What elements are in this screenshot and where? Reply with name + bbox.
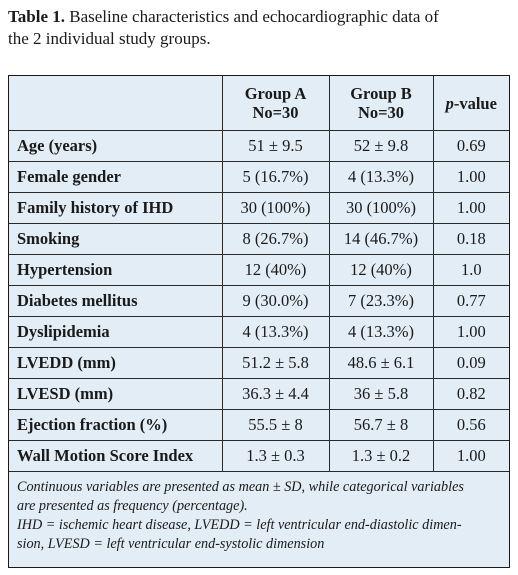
table-footnote-cell: Continuous variables are presented as me…: [9, 471, 509, 554]
table-row: Hypertension 12 (40%) 12 (40%) 1.0: [9, 254, 509, 286]
header-empty-cell: [9, 76, 223, 131]
group-b-value-cell: 36 ± 5.8: [328, 378, 434, 410]
row-label-cell: Diabetes mellitus: [9, 285, 223, 317]
group-b-value-cell: 14 (46.7%): [328, 223, 434, 255]
p-value-cell: 0.56: [432, 409, 509, 441]
data-table-container: Group A No=30 Group B No=30 p-value Age …: [8, 75, 510, 568]
table-row: Smoking 8 (26.7%) 14 (46.7%) 0.18: [9, 223, 509, 255]
group-b-value-cell: 56.7 ± 8: [328, 409, 434, 441]
group-a-value-cell: 51 ± 9.5: [221, 130, 330, 162]
group-a-value-cell: 5 (16.7%): [221, 161, 330, 193]
table-row: LVESD (mm) 36.3 ± 4.4 36 ± 5.8 0.82: [9, 378, 509, 410]
table-footnote: Continuous variables are presented as me…: [9, 472, 509, 554]
row-label-cell: Wall Motion Score Index: [9, 440, 223, 472]
group-a-value-cell: 4 (13.3%): [221, 316, 330, 348]
group-b-value-cell: 12 (40%): [328, 254, 434, 286]
table-row: Family history of IHD 30 (100%) 30 (100%) 1…: [9, 192, 509, 224]
header-group-a: Group A No=30: [221, 76, 330, 131]
header-group-b: Group B No=30: [328, 76, 434, 131]
p-value-cell: 0.69: [432, 130, 509, 162]
table-row: Wall Motion Score Index 1.3 ± 0.3 1.3 ± 0.…: [9, 440, 509, 472]
row-label-cell: Smoking: [9, 223, 223, 255]
row-label-cell: Dyslipidemia: [9, 316, 223, 348]
row-label-cell: LVEDD (mm): [9, 347, 223, 379]
p-value-cell: 1.0: [432, 254, 509, 286]
table-caption-text-line2: the 2 individual study groups.: [8, 29, 211, 48]
table-row: Diabetes mellitus 9 (30.0%) 7 (23.3%) 0.77: [9, 285, 509, 317]
group-a-value-cell: 9 (30.0%): [221, 285, 330, 317]
group-b-value-cell: 1.3 ± 0.2: [328, 440, 434, 472]
group-a-value-cell: 1.3 ± 0.3: [221, 440, 330, 472]
header-p-value: p-value: [432, 76, 509, 131]
table-row: Female gender 5 (16.7%) 4 (13.3%) 1.00: [9, 161, 509, 193]
table-caption: Table 1. Baseline characteristics and ec…: [8, 6, 508, 50]
group-a-value-cell: 8 (26.7%): [221, 223, 330, 255]
group-b-value-cell: 30 (100%): [328, 192, 434, 224]
group-a-value-cell: 12 (40%): [221, 254, 330, 286]
p-value-cell: 0.18: [432, 223, 509, 255]
row-label-cell: LVESD (mm): [9, 378, 223, 410]
group-b-value-cell: 7 (23.3%): [328, 285, 434, 317]
group-b-value-cell: 4 (13.3%): [328, 161, 434, 193]
table-header-row: Group A No=30 Group B No=30 p-value: [9, 76, 509, 131]
group-a-value-cell: 51.2 ± 5.8: [221, 347, 330, 379]
table-row: Ejection fraction (%) 55.5 ± 8 56.7 ± 8 0.5…: [9, 409, 509, 441]
p-value-cell: 0.82: [432, 378, 509, 410]
table-caption-text-line1: Baseline characteristics and echocardiog…: [65, 7, 439, 26]
group-b-value-cell: 52 ± 9.8: [328, 130, 434, 162]
row-label-cell: Hypertension: [9, 254, 223, 286]
table-caption-label: Table 1.: [8, 7, 66, 26]
footnote-line: IHD = ischemic heart disease, LVEDD = le…: [17, 517, 462, 533]
row-label-cell: Female gender: [9, 161, 223, 193]
p-value-cell: 1.00: [432, 440, 509, 472]
p-value-cell: 0.09: [432, 347, 509, 379]
group-a-value-cell: 36.3 ± 4.4: [221, 378, 330, 410]
p-value-cell: 1.00: [432, 316, 509, 348]
footnote-line: Continuous variables are presented as me…: [17, 479, 464, 495]
p-value-cell: 0.77: [432, 285, 509, 317]
group-b-value-cell: 4 (13.3%): [328, 316, 434, 348]
group-a-value-cell: 55.5 ± 8: [221, 409, 330, 441]
group-b-value-cell: 48.6 ± 6.1: [328, 347, 434, 379]
footnote-line: sion, LVESD = left ventricular end-systo…: [17, 536, 325, 552]
row-label-cell: Age (years): [9, 130, 223, 162]
footnote-line: are presented as frequency (percentage).: [17, 498, 248, 514]
row-label-cell: Ejection fraction (%): [9, 409, 223, 441]
p-value-cell: 1.00: [432, 192, 509, 224]
row-label-cell: Family history of IHD: [9, 192, 223, 224]
table-row: Dyslipidemia 4 (13.3%) 4 (13.3%) 1.00: [9, 316, 509, 348]
group-a-value-cell: 30 (100%): [221, 192, 330, 224]
table-row: Age (years) 51 ± 9.5 52 ± 9.8 0.69: [9, 130, 509, 162]
baseline-characteristics-table: Group A No=30 Group B No=30 p-value Age …: [9, 76, 509, 554]
p-value-cell: 1.00: [432, 161, 509, 193]
table-row: LVEDD (mm) 51.2 ± 5.8 48.6 ± 6.1 0.09: [9, 347, 509, 379]
